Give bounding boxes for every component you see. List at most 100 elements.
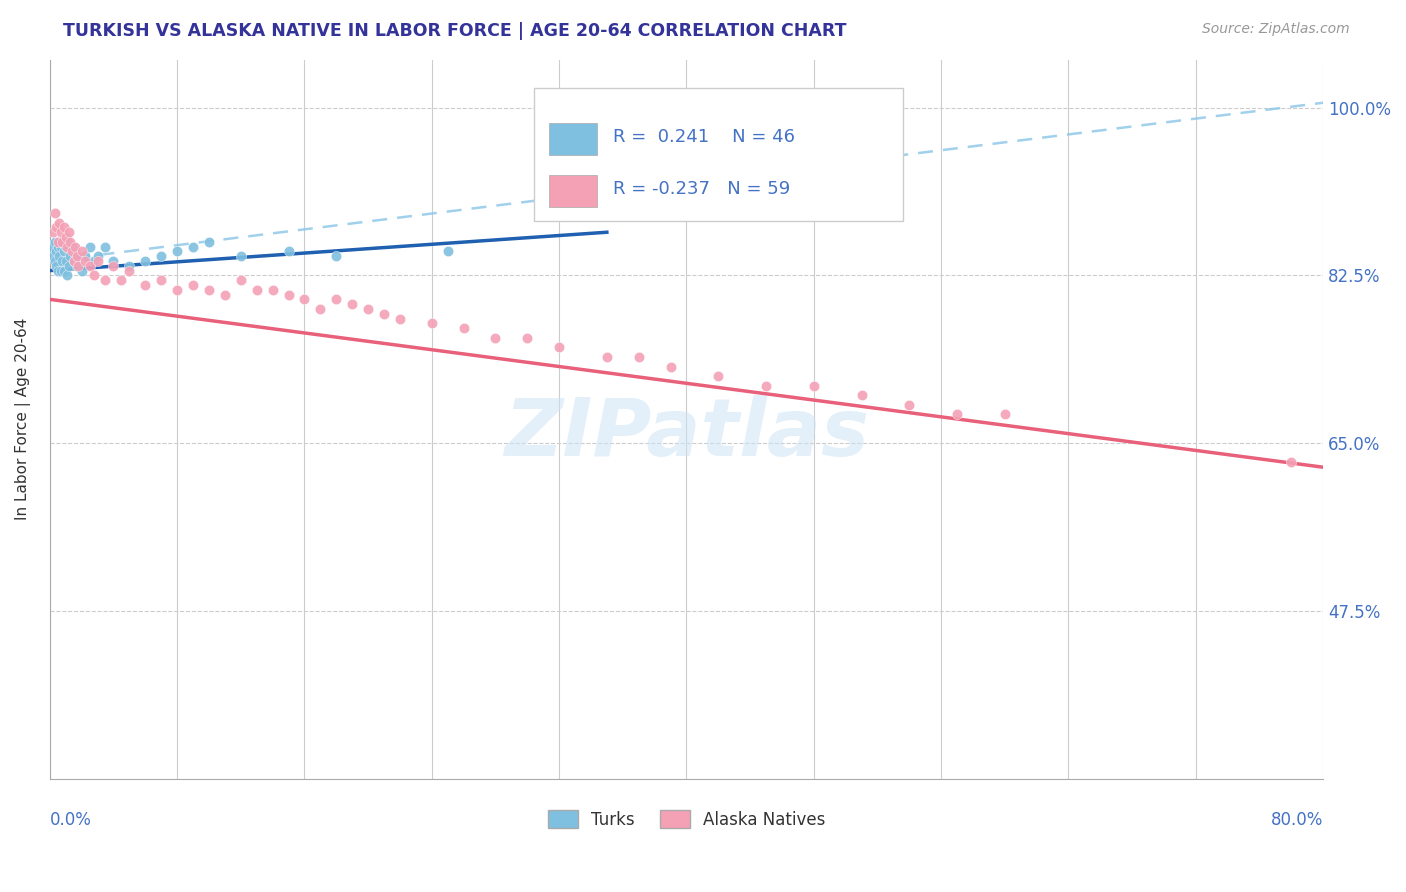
Point (420, 316, 443, 330)
Point (63, 239, 86, 253)
Point (659, 359, 682, 374)
Point (596, 350, 619, 364)
Point (262, 283, 284, 297)
Point (55, 230, 77, 244)
Point (94, 239, 117, 253)
Point (484, 331, 506, 345)
Point (51, 235, 73, 249)
Y-axis label: In Labor Force | Age 20-64: In Labor Force | Age 20-64 (15, 318, 31, 520)
Point (436, 244, 458, 259)
Text: TURKISH VS ALASKA NATIVE IN LABOR FORCE | AGE 20-64 CORRELATION CHART: TURKISH VS ALASKA NATIVE IN LABOR FORCE … (63, 22, 846, 40)
Point (70, 263, 93, 277)
Point (45, 259, 67, 273)
Point (86, 249, 108, 263)
Point (79, 259, 101, 273)
Point (46, 263, 69, 277)
Point (59, 249, 82, 263)
Point (294, 293, 316, 307)
Point (229, 273, 252, 287)
Point (70, 244, 93, 259)
Point (803, 378, 825, 392)
Point (58, 225, 80, 239)
Point (198, 283, 221, 297)
Point (851, 388, 873, 402)
Point (62, 254, 84, 268)
Point (103, 254, 125, 268)
Point (56, 235, 79, 249)
Point (60, 244, 83, 259)
Point (118, 263, 141, 277)
Point (58, 259, 80, 273)
Text: ZIPatlas: ZIPatlas (503, 394, 869, 473)
Point (181, 239, 204, 253)
Point (73, 249, 96, 263)
Point (51, 235, 73, 249)
Point (83, 268, 105, 283)
Point (55, 254, 77, 268)
Point (325, 249, 347, 263)
Text: 0.0%: 0.0% (49, 811, 91, 829)
Point (150, 273, 173, 287)
Point (707, 369, 730, 384)
Point (63, 244, 86, 259)
Legend: Turks, Alaska Natives: Turks, Alaska Natives (541, 804, 832, 835)
FancyBboxPatch shape (548, 175, 598, 207)
Point (59, 235, 82, 249)
Point (58, 239, 80, 253)
Text: 80.0%: 80.0% (1271, 811, 1323, 829)
Point (53, 263, 76, 277)
Point (67, 259, 90, 273)
Point (73, 254, 96, 268)
Point (134, 277, 156, 292)
Text: R = -0.237   N = 59: R = -0.237 N = 59 (613, 180, 790, 198)
Point (66, 259, 89, 273)
Point (994, 408, 1017, 422)
FancyBboxPatch shape (548, 123, 598, 155)
Point (246, 283, 269, 297)
Point (277, 244, 299, 259)
Point (56, 239, 79, 253)
Point (103, 259, 125, 273)
Point (44, 235, 66, 249)
Point (596, 110, 619, 124)
Point (373, 307, 395, 321)
Point (453, 321, 475, 335)
Point (277, 287, 299, 301)
Point (627, 350, 650, 364)
Point (94, 273, 117, 287)
Point (48, 216, 70, 230)
Point (67, 249, 90, 263)
Point (46, 235, 69, 249)
Point (42, 249, 65, 263)
Point (340, 297, 363, 311)
Point (755, 378, 778, 392)
Point (79, 239, 101, 253)
Point (44, 254, 66, 268)
Point (55, 239, 77, 253)
Point (898, 398, 921, 412)
Point (181, 277, 204, 292)
Point (118, 259, 141, 273)
Point (45, 244, 67, 259)
Point (60, 239, 83, 253)
Point (86, 254, 108, 268)
Point (548, 340, 571, 354)
Point (48, 235, 70, 249)
Point (49, 263, 72, 277)
Point (53, 220, 76, 235)
Text: Source: ZipAtlas.com: Source: ZipAtlas.com (1202, 22, 1350, 37)
Point (388, 311, 411, 326)
Point (46, 239, 69, 253)
Point (42, 225, 65, 239)
Point (198, 235, 221, 249)
Point (1279, 455, 1302, 469)
Point (51, 254, 73, 268)
Point (134, 254, 156, 268)
Point (49, 225, 72, 239)
Text: R =  0.241    N = 46: R = 0.241 N = 46 (613, 128, 794, 146)
Point (325, 293, 347, 307)
Point (44, 206, 66, 220)
Point (53, 244, 76, 259)
Point (150, 249, 173, 263)
FancyBboxPatch shape (534, 88, 903, 221)
